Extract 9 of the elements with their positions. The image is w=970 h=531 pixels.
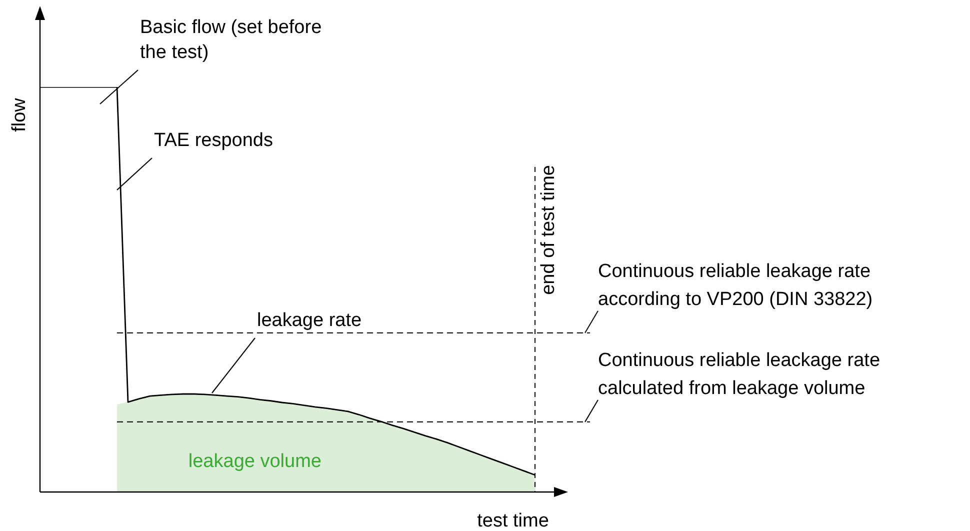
y-axis-title: flow [9,98,30,132]
annotation: leakage rate [257,310,362,331]
series-label: leakage volume [188,451,322,472]
x-axis-title: test time [477,510,549,531]
annotation: TAE responds [154,130,273,151]
ref-line-label: Continuous reliable leakage rate according to VP200 (DIN 33822) [598,260,873,310]
text: Basic flow (set before the test) [140,17,322,63]
ref-line-label: Continuous reliable leackage rate calculated from leakage volume [598,350,880,399]
annotation: end of test time [538,165,560,295]
